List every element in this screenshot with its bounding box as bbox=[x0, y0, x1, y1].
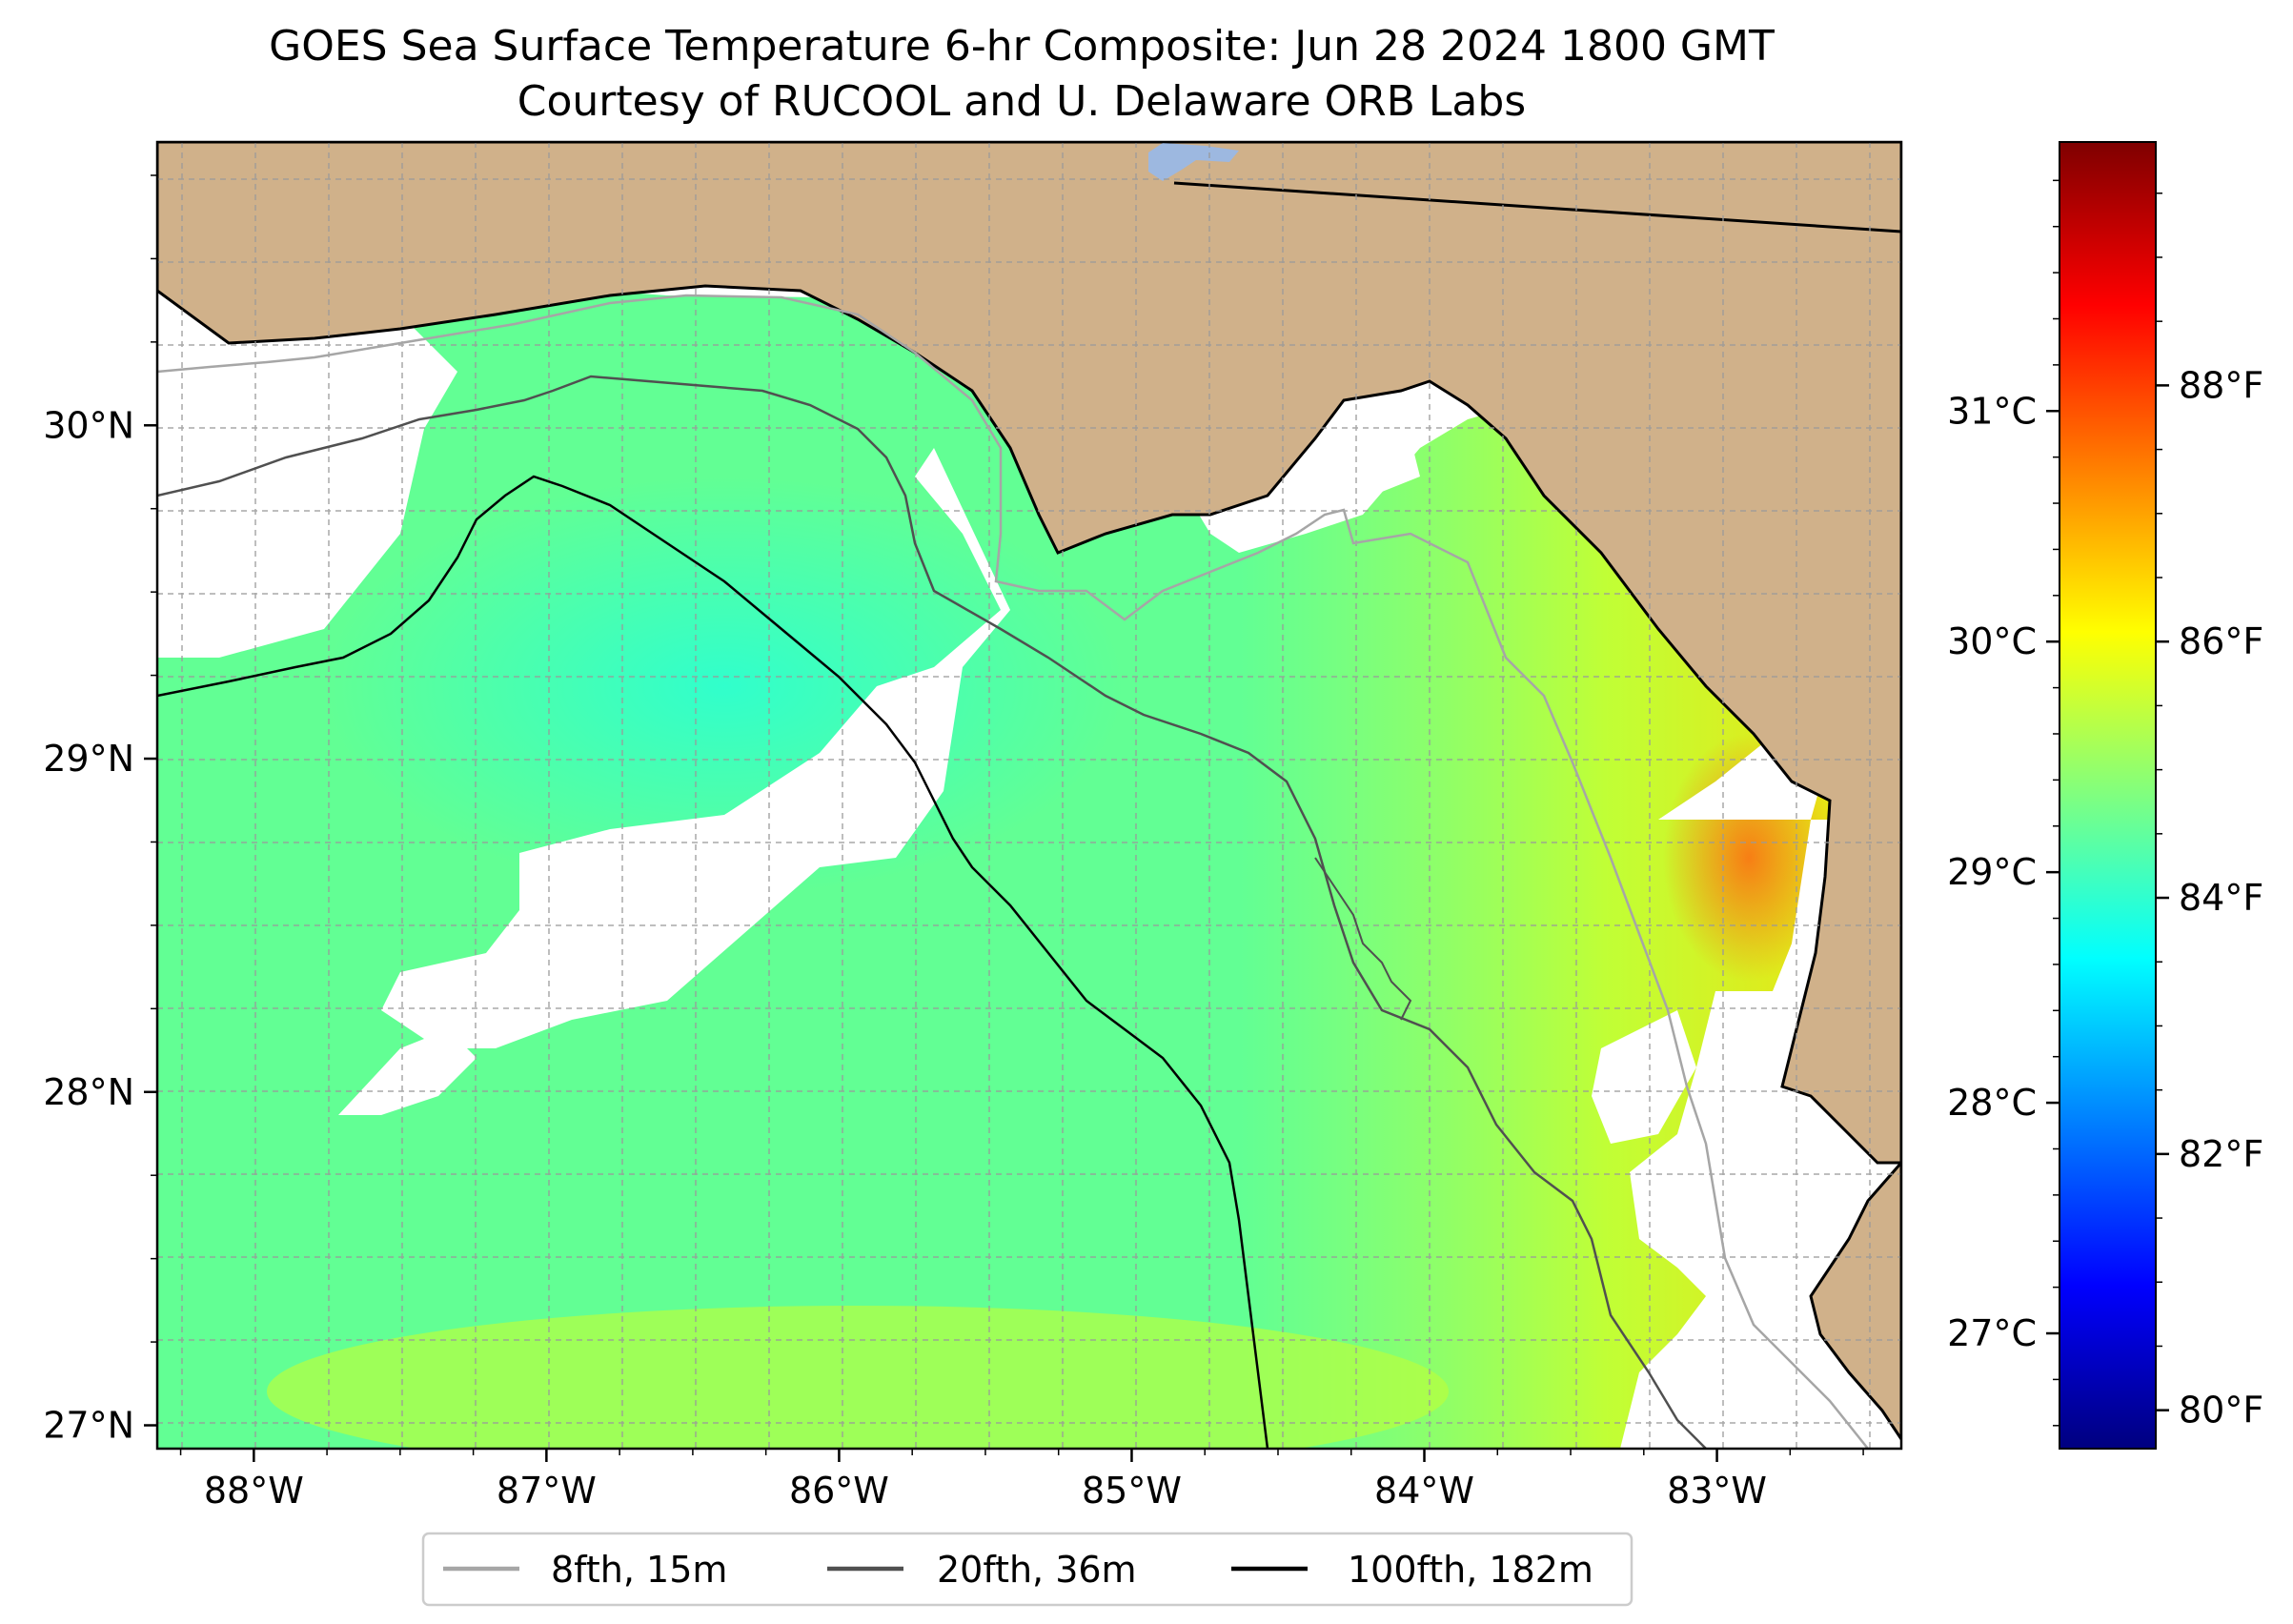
title-line-1: GOES Sea Surface Temperature 6-hr Compos… bbox=[269, 22, 1775, 71]
celsius-tick-label: 31°C bbox=[1947, 390, 2037, 432]
no-data-east-coast-2 bbox=[1592, 1010, 1696, 1144]
land-east-peninsula bbox=[1809, 1160, 1901, 1442]
fahrenheit-tick-label: 84°F bbox=[2179, 877, 2263, 919]
lake-feature bbox=[1148, 143, 1239, 181]
title-line-2: Courtesy of RUCOOL and U. Delaware ORB L… bbox=[517, 77, 1526, 126]
lon-tick-label: 84°W bbox=[1374, 1470, 1474, 1512]
no-data-southwest-streak bbox=[338, 1029, 477, 1115]
latitude-axis: 27°N 28°N 29°N 30°N bbox=[43, 174, 157, 1447]
lon-tick-label: 83°W bbox=[1667, 1470, 1767, 1512]
colorbar-fahrenheit-ticks: 80°F 82°F 84°F 86°F 88°F bbox=[2156, 193, 2263, 1431]
lat-tick-label: 30°N bbox=[43, 404, 134, 446]
celsius-tick-label: 27°C bbox=[1947, 1312, 2037, 1354]
land-north-coast bbox=[157, 142, 1901, 1165]
state-border bbox=[1173, 181, 1901, 233]
colorbar: 27°C 28°C 29°C 30°C 31°C 80°F 82°F 84°F 86°F 88°… bbox=[1947, 141, 2263, 1450]
lon-tick-label: 87°W bbox=[497, 1470, 597, 1512]
map-frame bbox=[155, 140, 1903, 1451]
lat-tick-label: 28°N bbox=[43, 1071, 134, 1113]
lat-tick-label: 27°N bbox=[43, 1405, 134, 1447]
legend-label-100fth: 100fth, 182m bbox=[1348, 1549, 1593, 1591]
legend: 8fth, 15m 20fth, 36m 100fth, 182m bbox=[421, 1532, 1634, 1607]
contour-20fth-keys bbox=[1314, 857, 1412, 1021]
lon-tick-label: 85°W bbox=[1082, 1470, 1182, 1512]
colorbar-celsius-ticks: 27°C 28°C 29°C 30°C 31°C bbox=[1947, 179, 2060, 1427]
contour-20fth-36m bbox=[157, 375, 1707, 1449]
lon-tick-label: 86°W bbox=[789, 1470, 889, 1512]
no-data-bigbend bbox=[1344, 438, 1420, 496]
contour-8fth-15m bbox=[157, 294, 1869, 1449]
legend-label-8fth: 8fth, 15m bbox=[551, 1549, 727, 1591]
longitude-axis: 88°W 87°W 86°W 85°W 84°W 83°W bbox=[179, 1449, 1864, 1512]
celsius-tick-label: 28°C bbox=[1947, 1082, 2037, 1124]
colorbar-gradient bbox=[2059, 141, 2157, 1450]
celsius-tick-label: 30°C bbox=[1947, 620, 2037, 662]
fahrenheit-tick-label: 88°F bbox=[2179, 364, 2263, 406]
legend-label-20fth: 20fth, 36m bbox=[937, 1549, 1137, 1591]
lon-tick-label: 88°W bbox=[204, 1470, 304, 1512]
legend-box bbox=[421, 1532, 1634, 1607]
land-regions bbox=[157, 142, 1901, 1442]
map-area bbox=[157, 142, 1901, 1449]
fahrenheit-tick-label: 82°F bbox=[2179, 1133, 2263, 1175]
fahrenheit-tick-label: 80°F bbox=[2179, 1390, 2263, 1431]
gridlines bbox=[157, 142, 1901, 1449]
celsius-tick-label: 29°C bbox=[1947, 851, 2037, 893]
no-data-central-streak bbox=[381, 448, 1010, 1048]
sst-south-warm-band bbox=[267, 1306, 1449, 1449]
contour-100fth-182m bbox=[157, 475, 1269, 1449]
fahrenheit-tick-label: 86°F bbox=[2179, 620, 2263, 662]
lat-tick-label: 29°N bbox=[43, 738, 134, 780]
no-data-west-shelf bbox=[157, 286, 457, 658]
